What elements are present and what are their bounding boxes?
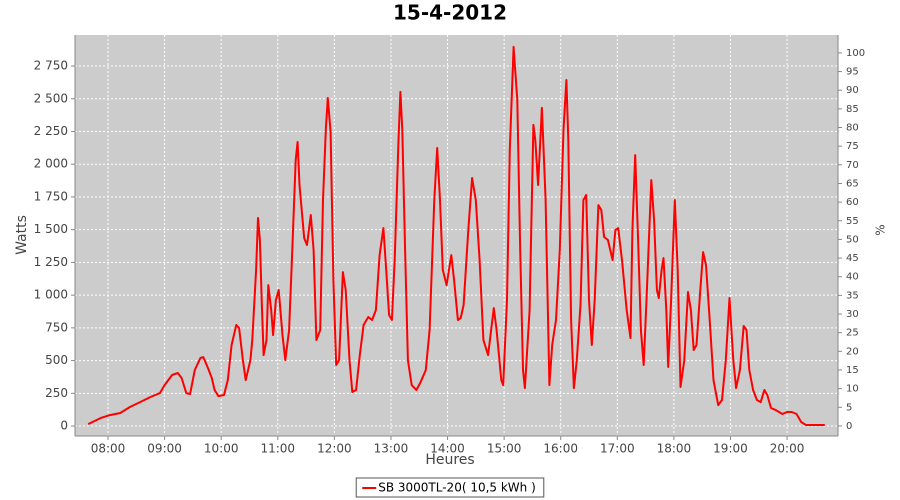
y-tick-label: 1 000 — [34, 288, 68, 302]
x-tick-label: 13:00 — [374, 442, 409, 456]
y-tick-label: 0 — [60, 419, 68, 433]
y-tick-label: 1 750 — [34, 189, 68, 203]
x-tick-label: 15:00 — [487, 442, 522, 456]
y-tick-label: 2 750 — [34, 59, 68, 73]
chart-title: 15-4-2012 — [393, 1, 507, 25]
x-tick-label: 17:00 — [600, 442, 635, 456]
x-tick-label: 18:00 — [657, 442, 692, 456]
x-tick-label: 12:00 — [317, 442, 352, 456]
y2-tick-label: 60 — [846, 197, 859, 208]
y2-tick-label: 80 — [846, 123, 859, 134]
y2-tick-label: 25 — [846, 328, 859, 339]
x-tick-label: 11:00 — [260, 442, 295, 456]
y2-tick-label: 45 — [846, 253, 859, 264]
x-tick-label: 14:00 — [430, 442, 465, 456]
y2-tick-label: 50 — [846, 234, 859, 245]
y-tick-label: 2 000 — [34, 157, 68, 171]
x-tick-label: 19:00 — [713, 442, 748, 456]
y-tick-label: 2 250 — [34, 124, 68, 138]
y2-tick-label: 100 — [846, 48, 865, 59]
y2-tick-label: 0 — [846, 421, 852, 432]
y2-tick-label: 35 — [846, 290, 859, 301]
y-axis-label: Watts — [14, 215, 30, 255]
y2-tick-label: 70 — [846, 160, 859, 171]
legend-label: SB 3000TL-20( 10,5 kWh ) — [378, 481, 536, 495]
series-line — [87, 45, 825, 426]
y2-tick-label: 10 — [846, 384, 859, 395]
y2-tick-label: 20 — [846, 346, 859, 357]
y-tick-label: 1 250 — [34, 255, 68, 269]
y-tick-label: 500 — [45, 353, 68, 367]
legend: SB 3000TL-20( 10,5 kWh ) — [355, 477, 545, 498]
y2-axis-label: % — [874, 224, 888, 235]
y-tick-label: 1 500 — [34, 222, 68, 236]
y-tick-label: 750 — [45, 320, 68, 334]
y2-tick-label: 65 — [846, 178, 859, 189]
y2-tick-label: 5 — [846, 402, 852, 413]
y-tick-label: 250 — [45, 386, 68, 400]
x-tick-label: 16:00 — [543, 442, 578, 456]
x-tick-label: 20:00 — [770, 442, 805, 456]
plot-area — [75, 35, 838, 436]
y2-tick-label: 15 — [846, 365, 859, 376]
y2-tick-label: 55 — [846, 216, 859, 227]
y2-tick-label: 85 — [846, 104, 859, 115]
x-tick-label: 09:00 — [147, 442, 182, 456]
legend-box — [355, 477, 545, 498]
y2-tick-label: 90 — [846, 85, 859, 96]
x-tick-label: 10:00 — [204, 442, 239, 456]
x-axis-label: Heures — [425, 452, 474, 468]
x-tick-label: 08:00 — [91, 442, 126, 456]
y2-tick-label: 95 — [846, 67, 859, 78]
y2-tick-label: 40 — [846, 272, 859, 283]
y-tick-label: 2 500 — [34, 91, 68, 105]
y2-tick-label: 75 — [846, 141, 859, 152]
y2-tick-label: 30 — [846, 309, 859, 320]
